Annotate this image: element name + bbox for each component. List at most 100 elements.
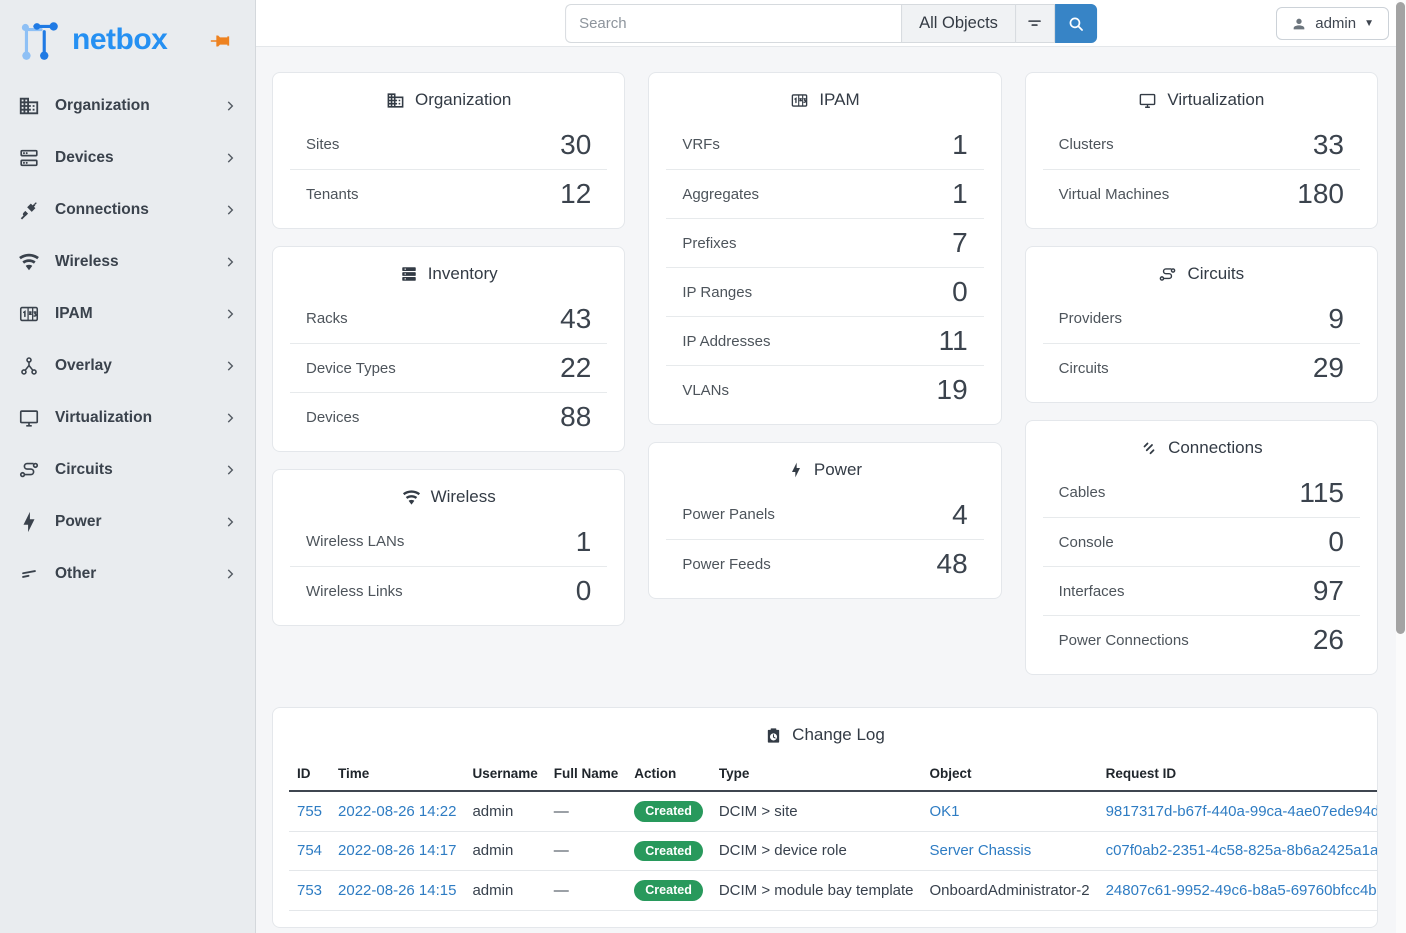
stat-value: 97: [1312, 575, 1344, 606]
stat-row-racks[interactable]: Racks 43: [290, 294, 607, 343]
card-organization: Organization Sites 30 Tenants 12: [272, 72, 626, 229]
col-header-id[interactable]: ID: [289, 757, 331, 792]
stat-label: Providers: [1058, 310, 1123, 327]
stat-row-wireless-lans[interactable]: Wireless LANs 1: [290, 517, 607, 566]
stat-row-power-feeds[interactable]: Power Feeds 48: [666, 539, 984, 588]
netbox-logo-icon[interactable]: [16, 17, 62, 63]
card-virtualization-title: Virtualization: [1026, 73, 1377, 120]
server-stack-icon: [400, 265, 418, 283]
changelog-time-link[interactable]: 2022-08-26 14:22: [338, 802, 457, 820]
col-header-request-id[interactable]: Request ID: [1097, 757, 1377, 792]
stat-value: 88: [560, 401, 592, 432]
change-log-title: Change Log: [273, 708, 1377, 755]
stat-row-virtual-machines[interactable]: Virtual Machines 180: [1042, 169, 1360, 218]
changelog-full-name: —: [545, 791, 627, 832]
stat-label: Power Connections: [1058, 631, 1189, 649]
sidebar-item-circuits[interactable]: Circuits: [4, 450, 251, 490]
stat-row-console[interactable]: Console 0: [1042, 517, 1360, 566]
stat-row-ip-addresses[interactable]: IP Addresses 11: [666, 316, 984, 365]
stat-row-tenants[interactable]: Tenants 12: [290, 169, 608, 218]
user-icon: [1291, 16, 1307, 32]
counter-icon: [790, 91, 809, 110]
stat-row-power-connections[interactable]: Power Connections 26: [1042, 615, 1360, 664]
sidebar-item-wireless[interactable]: Wireless: [4, 242, 251, 282]
stat-value: 33: [1312, 128, 1344, 160]
stat-label: Sites: [306, 136, 340, 153]
stat-value: 12: [560, 178, 592, 209]
stat-row-wireless-links[interactable]: Wireless Links 0: [290, 566, 608, 615]
col-header-action[interactable]: Action: [626, 757, 711, 792]
card-connections-title: Connections: [1026, 421, 1377, 468]
stat-value: 180: [1297, 178, 1344, 209]
stat-row-device-types[interactable]: Device Types 22: [290, 343, 608, 392]
changelog-id-link[interactable]: 754: [297, 842, 323, 860]
stat-value: 26: [1312, 624, 1344, 655]
stat-row-cables[interactable]: Cables 115: [1043, 468, 1360, 517]
scrollbar-thumb[interactable]: [1396, 2, 1405, 634]
netbox-wordmark[interactable]: netbox: [72, 23, 168, 56]
card-connections: Connections Cables 115 Console 0 Interfa…: [1024, 420, 1378, 675]
stat-row-devices[interactable]: Devices 88: [290, 392, 608, 441]
stat-row-vlans[interactable]: VLANs 19: [666, 365, 984, 414]
stat-row-sites[interactable]: Sites 30: [290, 120, 607, 169]
table-row: 754 2022-08-26 14:17 admin — Created DCI…: [289, 831, 1378, 871]
pin-sidebar-icon[interactable]: [209, 30, 231, 52]
stat-row-vrfs[interactable]: VRFs 1: [666, 120, 983, 169]
chevron-right-icon: [223, 99, 237, 113]
col-header-username[interactable]: Username: [464, 757, 546, 792]
changelog-time-link[interactable]: 2022-08-26 14:17: [338, 842, 457, 860]
changelog-id-link[interactable]: 755: [297, 802, 323, 820]
sidebar-item-overlay[interactable]: Overlay: [4, 346, 251, 386]
card-title-text: IPAM: [819, 90, 860, 109]
sidebar-item-organization[interactable]: Organization: [4, 86, 251, 126]
stat-value: 1: [952, 128, 968, 160]
search-button[interactable]: [1054, 4, 1097, 43]
stat-row-aggregates[interactable]: Aggregates 1: [666, 169, 984, 218]
bolt-icon: [788, 462, 804, 478]
changelog-request-id-link[interactable]: c07f0ab2-2351-4c58-825a-8b6a2425a1ab: [1105, 842, 1378, 860]
card-wireless: Wireless Wireless LANs 1 Wireless Links …: [272, 469, 626, 626]
sidebar-item-virtualization[interactable]: Virtualization: [4, 398, 251, 438]
sidebar-item-power[interactable]: Power: [4, 502, 251, 542]
stat-label: VLANs: [682, 381, 730, 399]
changelog-time-link[interactable]: 2022-08-26 14:15: [338, 881, 457, 899]
changelog-object-link[interactable]: Server Chassis: [929, 842, 1032, 860]
stat-label: Power Feeds: [682, 555, 771, 573]
stat-row-circuits[interactable]: Circuits 29: [1042, 343, 1360, 392]
col-header-object[interactable]: Object: [921, 757, 1098, 792]
sidebar-item-connections[interactable]: Connections: [4, 190, 251, 230]
logo-row: netbox: [0, 0, 255, 80]
col-header-full-name[interactable]: Full Name: [545, 757, 627, 792]
search-scope-dropdown[interactable]: All Objects: [901, 4, 1015, 43]
card-title-text: Change Log: [792, 725, 885, 744]
stat-row-clusters[interactable]: Clusters 33: [1043, 120, 1360, 169]
sidebar-item-devices[interactable]: Devices: [4, 138, 251, 178]
status-badge: Created: [634, 840, 703, 861]
changelog-id-link[interactable]: 753: [297, 881, 323, 899]
transit-icon: [1158, 265, 1177, 284]
stat-row-power-panels[interactable]: Power Panels 4: [666, 490, 983, 539]
stat-value: 48: [936, 548, 968, 579]
sidebar-item-other[interactable]: Other: [4, 554, 251, 594]
server-icon: [18, 147, 40, 169]
col-header-type[interactable]: Type: [710, 757, 922, 792]
changelog-request-id-link[interactable]: 24807c61-9952-49c6-b8a5-69760bfcc4b3: [1105, 881, 1378, 899]
stat-row-interfaces[interactable]: Interfaces 97: [1042, 566, 1360, 615]
chevron-right-icon: [223, 463, 237, 477]
stat-row-ip-ranges[interactable]: IP Ranges 0: [666, 267, 984, 316]
changelog-request-id-link[interactable]: 9817317d-b67f-440a-99ca-4ae07ede94df: [1105, 802, 1378, 820]
stat-value: 1: [575, 525, 592, 557]
stat-row-prefixes[interactable]: Prefixes 7: [666, 218, 984, 267]
stat-label: Wireless LANs: [306, 533, 405, 550]
stat-value: 11: [938, 325, 968, 356]
sidebar-item-label: Overlay: [55, 357, 112, 374]
col-header-time[interactable]: Time: [330, 757, 465, 792]
user-menu-button[interactable]: admin ▼: [1276, 7, 1389, 40]
stat-row-providers[interactable]: Providers 9: [1043, 294, 1360, 343]
search-input[interactable]: [565, 4, 902, 43]
changelog-object-link[interactable]: OK1: [929, 802, 960, 820]
sidebar-item-ipam[interactable]: IPAM: [4, 294, 251, 334]
filter-button[interactable]: [1014, 4, 1055, 43]
card-title-text: Circuits: [1187, 264, 1245, 283]
card-title-text: Inventory: [427, 264, 498, 283]
